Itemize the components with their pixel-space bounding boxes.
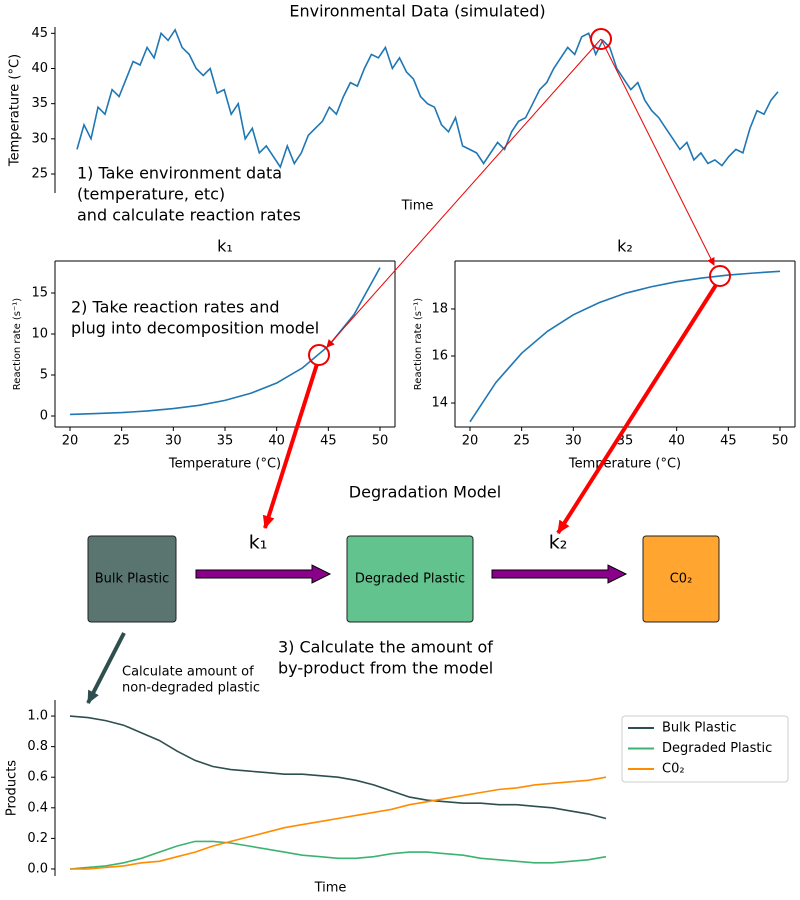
data-line [469,270,781,423]
y-axis-label: Temperature (°C) [8,54,23,167]
pointer-arrow [326,38,602,348]
y-tick-label: 18 [431,301,448,316]
data-line [70,776,607,870]
pointer-arrow [262,363,319,529]
node-label: Degraded Plastic [355,572,465,587]
edge-label: k₂ [549,532,568,554]
y-tick-label: 10 [31,326,48,341]
highlight-circle [709,265,731,287]
y-axis-label: Reaction rate (s⁻¹) [413,298,424,391]
x-tick-label: 45 [720,434,737,449]
annotation: 3) Calculate the amount of [278,638,493,657]
edge-label: k₁ [249,532,268,554]
y-tick-label: 5 [40,368,48,383]
y-tick-label: 0 [40,409,48,424]
node-label: C0₂ [670,572,693,587]
data-line [69,840,607,870]
x-tick-label: 20 [62,434,79,449]
x-tick-label: 50 [372,434,389,449]
chart-title: k₂ [617,237,633,256]
x-axis-label: Time [314,881,347,896]
annotation: 1) Take environment data [77,164,282,183]
y-tick-label: 0.0 [27,861,48,876]
x-tick-label: 45 [320,434,337,449]
x-tick-label: 40 [668,434,685,449]
x-tick-label: 25 [513,434,530,449]
legend-label: Bulk Plastic [662,721,736,736]
x-tick-label: 50 [772,434,789,449]
x-axis-label: Time [401,199,434,214]
y-tick-label: 1.0 [27,709,48,724]
y-tick-label: 14 [431,396,448,411]
highlight-circle [590,28,612,50]
y-tick-label: 35 [31,96,48,111]
data-line [69,715,607,820]
annotation: and calculate reaction rates [77,206,301,225]
node-box [642,535,720,623]
x-tick-label: 40 [268,434,285,449]
annotation: plug into decomposition model [71,319,319,338]
pointer-arrow [86,632,126,704]
charts: Environmental Data (simulated) Time Temper… [5,2,796,896]
y-tick-label: 0.2 [27,831,48,846]
edge-arrow [195,564,332,584]
y-axis-label: Products [5,760,20,816]
y-tick-label: 0.8 [27,739,48,754]
edge-arrow [491,564,628,584]
chart-title: Environmental Data (simulated) [289,2,545,21]
annotation: 2) Take reaction rates and [71,298,280,317]
y-tick-label: 40 [31,61,48,76]
chart-title: k₁ [217,237,233,256]
legend-box [621,715,789,783]
x-tick-label: 30 [565,434,582,449]
legend-label: C0₂ [662,762,685,777]
annotation: by-product from the model [278,659,493,678]
pointer-arrow [600,38,715,266]
data-line [69,267,381,416]
annotation: (temperature, etc) [77,185,225,204]
annotation: Calculate amount of [122,665,254,680]
legend-label: Degraded Plastic [662,741,772,756]
diagram-title: Degradation Model [349,483,501,502]
y-tick-label: 25 [31,167,48,182]
y-axis-label: Reaction rate (s⁻¹) [12,298,23,391]
y-tick-label: 15 [31,285,48,300]
node-box [346,535,474,623]
data-line [76,28,779,169]
y-tick-label: 0.4 [27,800,48,815]
x-tick-label: 35 [217,434,234,449]
y-tick-label: 16 [431,348,448,363]
node-box [87,535,177,623]
x-axis-label: Temperature (°C) [168,457,281,472]
x-tick-label: 20 [462,434,479,449]
pointer-arrow [556,283,718,535]
x-tick-label: 25 [113,434,130,449]
y-tick-label: 45 [31,26,48,41]
y-tick-label: 0.6 [27,770,48,785]
annotation: non-degraded plastic [122,681,260,696]
highlight-circle [308,344,330,366]
y-tick-label: 30 [31,131,48,146]
x-axis-label: Temperature (°C) [568,457,681,472]
node-label: Bulk Plastic [95,572,169,587]
x-tick-label: 30 [165,434,182,449]
